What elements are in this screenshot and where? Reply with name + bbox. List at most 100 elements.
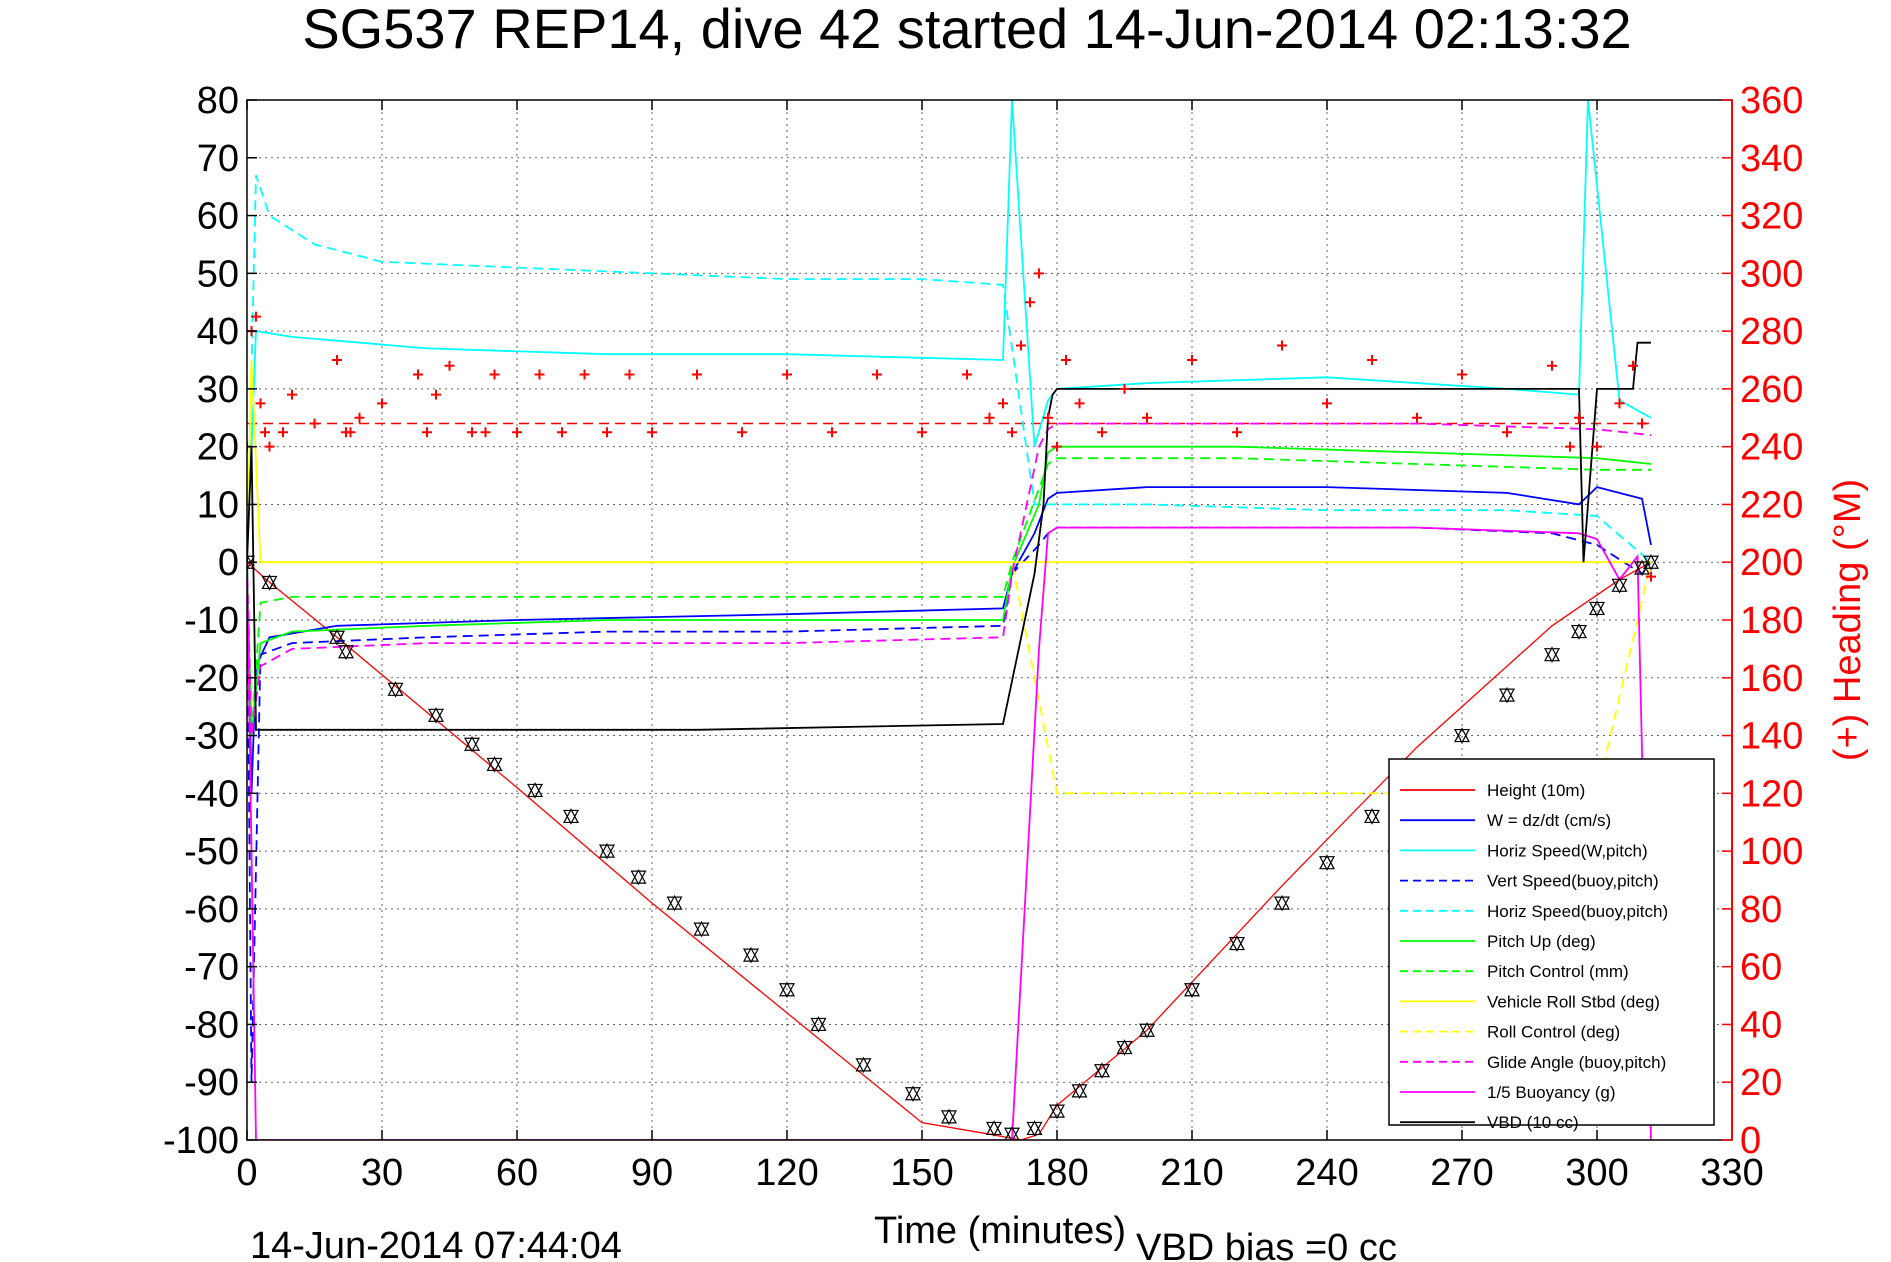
y-tick-label: 10 bbox=[197, 484, 239, 526]
heading-marker bbox=[287, 389, 297, 400]
y-tick-label: 70 bbox=[197, 138, 239, 180]
depth-marker bbox=[1026, 1120, 1043, 1137]
depth-marker bbox=[1318, 854, 1336, 871]
series-horiz-speed-buoy-pitch bbox=[247, 174, 1652, 563]
series-height-10m bbox=[247, 561, 1652, 1140]
heading-marker bbox=[512, 427, 522, 438]
depth-marker bbox=[526, 782, 544, 799]
heading-marker bbox=[264, 441, 275, 452]
y-tick-label: 20 bbox=[197, 427, 239, 469]
depth-marker bbox=[562, 808, 580, 825]
y-tick-label: 40 bbox=[197, 311, 239, 353]
series-1-5-buoyancy-g bbox=[247, 526, 1652, 1140]
depth-marker bbox=[486, 756, 503, 773]
heading-marker bbox=[1592, 441, 1602, 452]
x-tick-label: 60 bbox=[496, 1152, 538, 1194]
depth-marker bbox=[1642, 553, 1660, 571]
depth-marker bbox=[742, 946, 760, 964]
heading-marker bbox=[1007, 427, 1017, 438]
depth-marker bbox=[1138, 1021, 1156, 1039]
depth-marker bbox=[1498, 686, 1516, 704]
depth-marker bbox=[261, 574, 278, 591]
legend-label: Horiz Speed(buoy,pitch) bbox=[1487, 902, 1668, 921]
x-tick-label: 270 bbox=[1430, 1152, 1493, 1194]
x-tick-label: 0 bbox=[236, 1152, 257, 1194]
heading-marker bbox=[624, 369, 635, 380]
depth-marker bbox=[1183, 981, 1201, 999]
y2-tick-label: 20 bbox=[1740, 1062, 1782, 1104]
legend-label: Pitch Control (mm) bbox=[1487, 962, 1629, 981]
depth-marker bbox=[463, 735, 481, 753]
y-tick-label: -10 bbox=[184, 600, 239, 642]
heading-marker bbox=[1547, 360, 1557, 371]
depth-marker bbox=[1588, 600, 1606, 617]
y-tick-label: -30 bbox=[184, 716, 239, 758]
y2-tick-label: 280 bbox=[1740, 311, 1803, 353]
depth-marker bbox=[598, 842, 616, 860]
y2-tick-label: 220 bbox=[1740, 484, 1803, 526]
y2-tick-label: 80 bbox=[1740, 889, 1782, 931]
legend-label: 1/5 Buoyancy (g) bbox=[1487, 1083, 1616, 1102]
legend-label: W = dz/dt (cm/s) bbox=[1487, 811, 1611, 830]
right-axis-label: (+) Heading (°M) bbox=[1827, 479, 1869, 761]
series-w-dz-dt-cm-s bbox=[247, 486, 1652, 794]
series-vert-speed-buoy-pitch bbox=[247, 526, 1652, 1083]
x-tick-label: 150 bbox=[890, 1152, 953, 1194]
heading-marker bbox=[1565, 441, 1575, 452]
depth-marker bbox=[985, 1120, 1003, 1137]
heading-marker bbox=[1502, 427, 1512, 438]
heading-marker bbox=[1277, 340, 1287, 351]
heading-marker bbox=[1043, 412, 1053, 423]
series-layer bbox=[247, 100, 1660, 1140]
depth-marker bbox=[1273, 894, 1291, 912]
footer-timestamp: 14-Jun-2014 07:44:04 bbox=[250, 1225, 622, 1262]
vbd-bias-label: VBD bias =0 cc bbox=[1136, 1227, 1397, 1262]
series-pitch-up-deg bbox=[247, 445, 1652, 736]
depth-marker bbox=[1116, 1039, 1133, 1056]
legend-label: Horiz Speed(W,pitch) bbox=[1487, 841, 1648, 860]
heading-marker bbox=[480, 427, 491, 438]
depth-marker bbox=[337, 643, 355, 661]
y2-tick-label: 0 bbox=[1740, 1120, 1761, 1162]
heading-marker bbox=[1637, 418, 1647, 429]
y-tick-label: 60 bbox=[197, 196, 239, 238]
heading-marker bbox=[1367, 355, 1377, 365]
y2-tick-label: 60 bbox=[1740, 947, 1782, 989]
depth-marker bbox=[1611, 577, 1628, 594]
y-tick-label: -60 bbox=[184, 889, 239, 931]
y2-tick-label: 360 bbox=[1740, 80, 1803, 122]
heading-marker bbox=[557, 427, 567, 438]
heading-marker bbox=[998, 398, 1008, 409]
x-tick-label: 30 bbox=[361, 1152, 403, 1194]
x-axis-label: Time (minutes) bbox=[874, 1210, 1126, 1252]
depth-marker bbox=[1570, 623, 1588, 640]
heading-marker bbox=[278, 427, 288, 438]
y2-tick-label: 340 bbox=[1740, 138, 1803, 180]
depth-marker bbox=[1003, 1125, 1021, 1140]
heading-marker bbox=[872, 369, 882, 380]
heading-marker bbox=[431, 389, 441, 400]
depth-marker bbox=[855, 1056, 872, 1074]
depth-marker bbox=[427, 707, 445, 724]
heading-marker bbox=[737, 427, 747, 438]
y-tick-label: 30 bbox=[197, 369, 239, 411]
depth-marker bbox=[810, 1016, 827, 1033]
legend-label: Height (10m) bbox=[1487, 781, 1585, 800]
y-tick-label: 80 bbox=[197, 80, 239, 122]
heading-marker bbox=[255, 398, 266, 409]
heading-marker bbox=[917, 427, 927, 438]
y-tick-label: 0 bbox=[218, 542, 239, 584]
heading-marker bbox=[422, 427, 432, 438]
depth-marker bbox=[1093, 1062, 1111, 1079]
heading-marker bbox=[602, 427, 612, 438]
y-tick-label: -80 bbox=[184, 1004, 239, 1046]
y-tick-label: -70 bbox=[184, 947, 239, 989]
heading-marker bbox=[1412, 412, 1422, 423]
heading-marker bbox=[354, 412, 365, 423]
y2-tick-label: 180 bbox=[1740, 600, 1803, 642]
x-tick-label: 210 bbox=[1160, 1152, 1223, 1194]
y2-tick-label: 240 bbox=[1740, 427, 1803, 469]
legend-label: Roll Control (deg) bbox=[1487, 1023, 1620, 1042]
depth-marker bbox=[1228, 935, 1246, 952]
